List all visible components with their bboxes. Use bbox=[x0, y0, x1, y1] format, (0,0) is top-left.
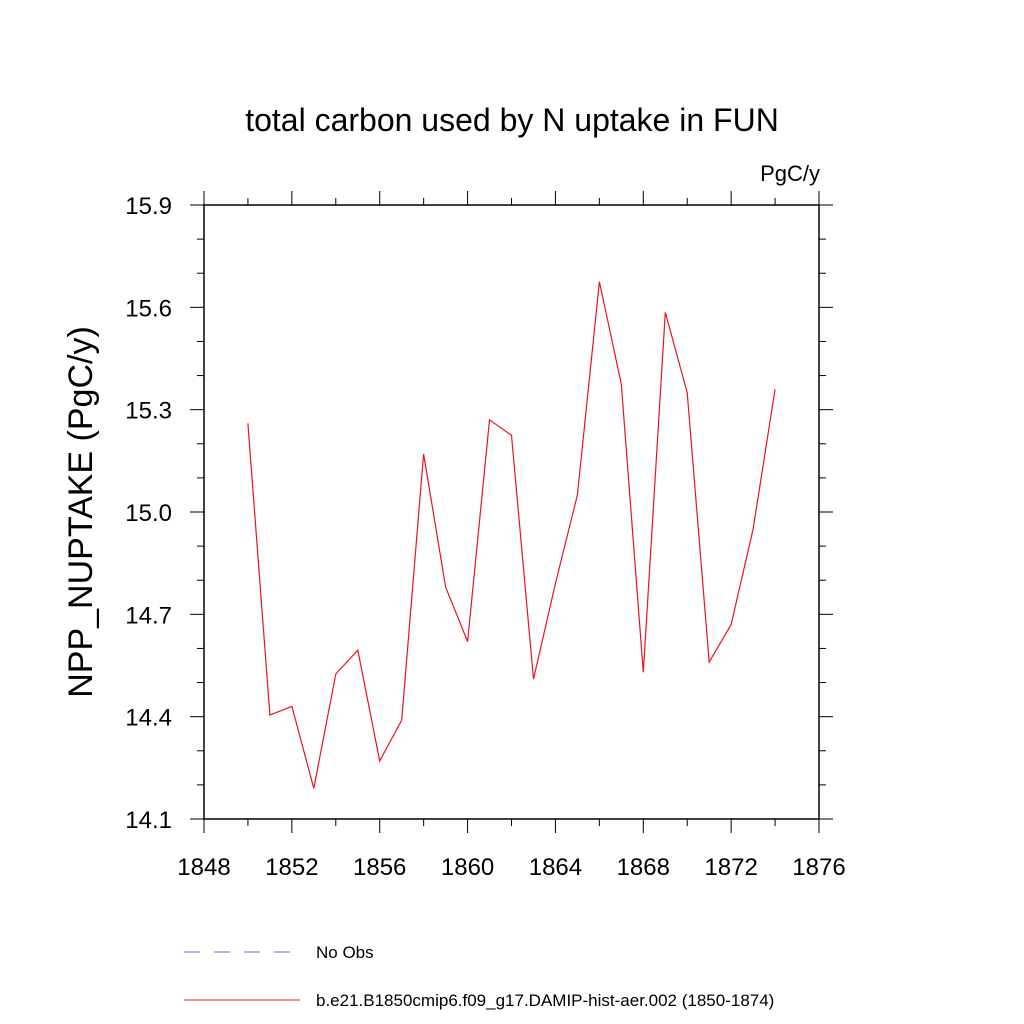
y-tick-label: 14.1 bbox=[125, 807, 172, 834]
y-tick-label: 15.0 bbox=[125, 500, 172, 527]
x-tick-label: 1848 bbox=[177, 854, 230, 881]
y-tick-label: 15.9 bbox=[125, 193, 172, 220]
x-tick-label: 1872 bbox=[704, 854, 757, 881]
x-tick-label: 1852 bbox=[265, 854, 318, 881]
plot-frame bbox=[203, 204, 820, 820]
y-tick-label: 15.3 bbox=[125, 398, 172, 425]
units-label: PgC/y bbox=[760, 161, 820, 186]
series-layer bbox=[247, 281, 776, 789]
legend: No Obs b.e21.B1850cmip6.f09_g17.DAMIP-his… bbox=[184, 943, 774, 1010]
legend-label: b.e21.B1850cmip6.f09_g17.DAMIP-hist-aer.… bbox=[316, 991, 774, 1010]
x-tick-label: 1864 bbox=[529, 854, 582, 881]
axis-ticks bbox=[190, 191, 833, 833]
axis-tick-labels: 1848 1852 1856 1860 1864 1868 1872 1876 14.1 14.4… bbox=[125, 193, 845, 881]
legend-label: No Obs bbox=[316, 943, 374, 962]
y-tick-label: 15.6 bbox=[125, 295, 172, 322]
chart-title: total carbon used by N uptake in FUN bbox=[245, 102, 779, 138]
x-tick-label: 1856 bbox=[353, 854, 406, 881]
x-tick-label: 1868 bbox=[617, 854, 670, 881]
x-tick-label: 1876 bbox=[792, 854, 845, 881]
x-tick-label: 1860 bbox=[441, 854, 494, 881]
series-line bbox=[247, 281, 776, 789]
y-tick-label: 14.4 bbox=[125, 705, 172, 732]
y-axis-label: NPP_NUPTAKE (PgC/y) bbox=[62, 326, 100, 698]
y-tick-label: 14.7 bbox=[125, 602, 172, 629]
